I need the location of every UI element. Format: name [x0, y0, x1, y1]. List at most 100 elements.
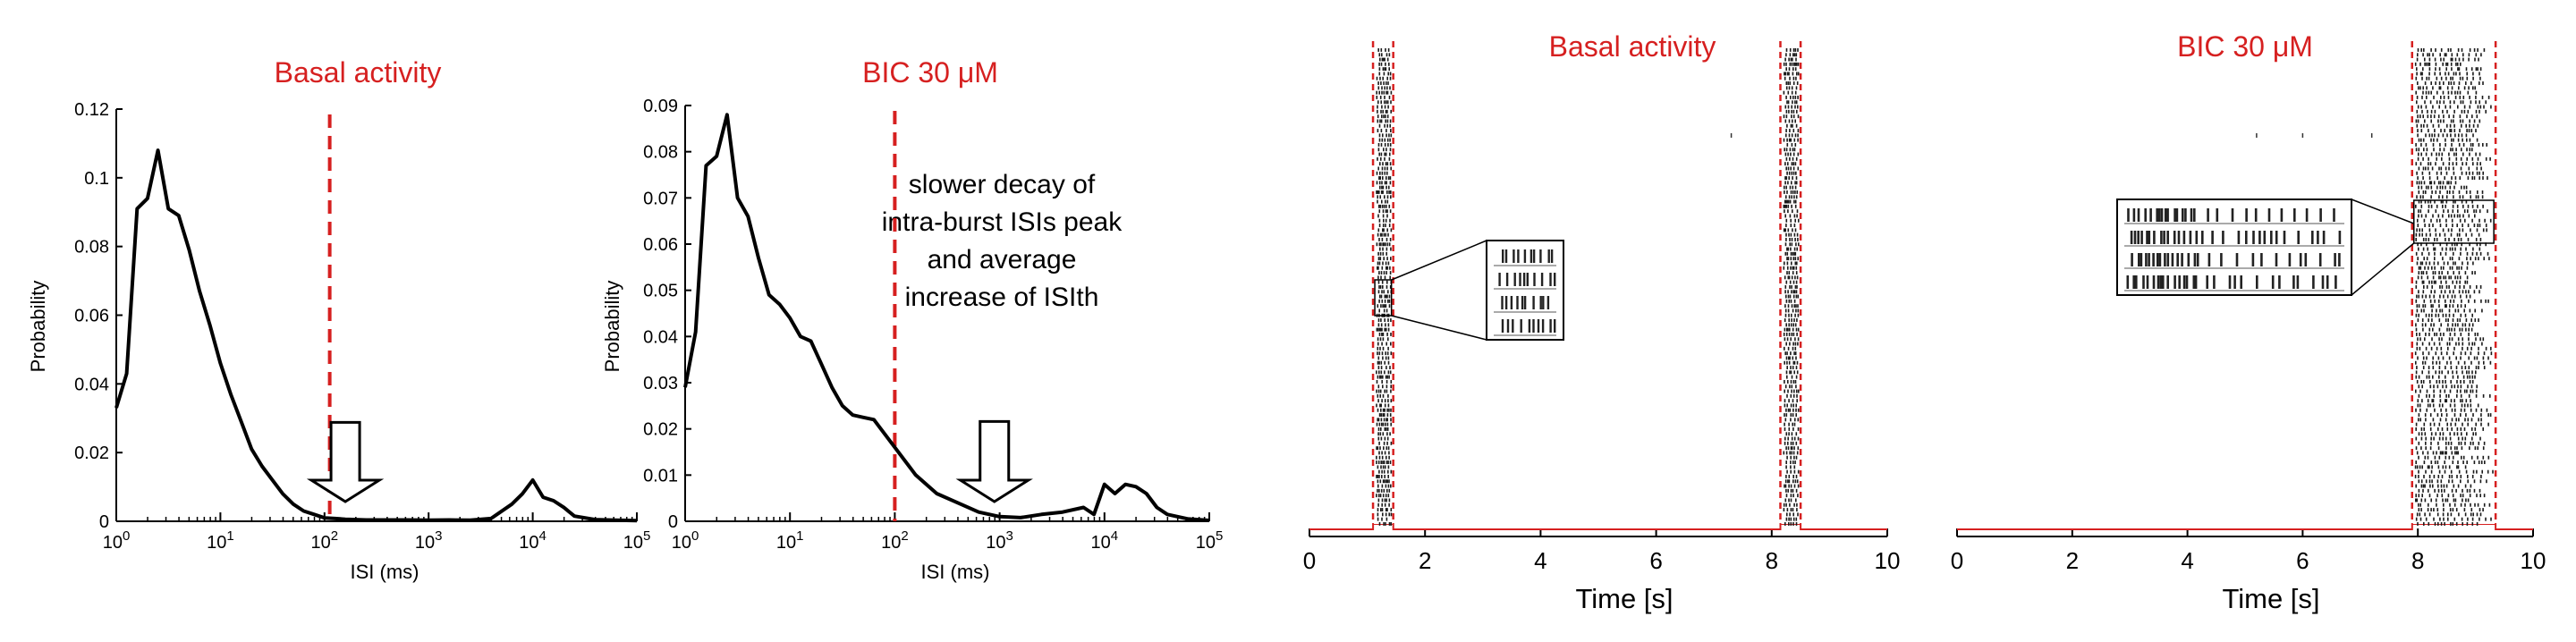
spike-tick — [2468, 327, 2470, 332]
spike-tick — [2465, 162, 2468, 166]
spike-tick — [2487, 413, 2489, 417]
spike-tick — [2433, 517, 2435, 521]
spike-tick — [2463, 403, 2466, 408]
spike-tick — [2453, 123, 2455, 128]
spike-tick — [2457, 238, 2460, 241]
spike-tick — [1389, 143, 1392, 147]
spike-tick — [2489, 393, 2491, 398]
inset-spike-tick — [1510, 296, 1513, 309]
inset-spike-tick — [2258, 231, 2261, 244]
spike-tick — [2446, 360, 2448, 365]
spike-tick — [2462, 494, 2464, 498]
spike-tick — [2438, 152, 2440, 156]
spike-tick — [1784, 242, 1787, 247]
spike-tick — [1794, 380, 1797, 384]
spike-tick — [1787, 209, 1789, 214]
spike-tick — [2447, 90, 2450, 95]
spike-tick — [1792, 176, 1793, 180]
spike-tick — [1787, 152, 1789, 156]
spike-tick — [1385, 251, 1387, 256]
spike-tick — [1390, 166, 1392, 171]
spike-tick — [1789, 280, 1792, 284]
spike-tick — [1792, 152, 1795, 156]
spike-tick — [2430, 460, 2433, 464]
spike-tick — [2445, 242, 2448, 247]
spike-tick — [2465, 294, 2468, 299]
spike-tick — [2438, 403, 2441, 408]
spike-tick — [2456, 446, 2458, 451]
spike-tick — [2422, 488, 2424, 493]
inset-spike-tick — [1519, 273, 1521, 286]
spike-tick — [2462, 224, 2463, 227]
spike-tick — [1385, 418, 1387, 422]
spike-tick — [1788, 323, 1790, 327]
spike-tick — [2459, 214, 2461, 218]
spike-tick — [2435, 280, 2436, 284]
spike-tick — [2462, 228, 2464, 232]
spike-tick — [1378, 522, 1381, 526]
inset-spike-tick — [2235, 253, 2239, 266]
spike-tick — [2464, 218, 2466, 223]
spike-tick — [1382, 261, 1384, 266]
spike-tick — [2433, 96, 2435, 99]
spike-tick — [1783, 138, 1785, 142]
spike-tick — [2424, 266, 2426, 270]
spike-tick — [2469, 323, 2470, 327]
spike-tick — [2436, 204, 2438, 208]
spike-tick — [2475, 109, 2478, 114]
spike-tick — [1377, 337, 1379, 342]
spike-tick — [2433, 247, 2435, 251]
spike-tick — [2455, 488, 2457, 493]
spike-tick — [1792, 323, 1794, 327]
spike-tick — [2466, 346, 2469, 351]
spike-tick — [2416, 304, 2419, 308]
spike-tick — [2473, 209, 2475, 214]
spike-tick — [1378, 138, 1381, 142]
x-tick-label: 8 — [2411, 547, 2424, 574]
zoom-connector — [1391, 240, 1487, 281]
spike-tick — [2437, 427, 2439, 431]
spike-tick — [2462, 375, 2465, 379]
spike-tick — [1790, 522, 1792, 526]
spike-tick — [1378, 475, 1380, 478]
spike-tick — [2450, 512, 2453, 517]
spike-tick — [1377, 327, 1379, 332]
spike-tick — [2465, 327, 2467, 332]
spike-tick — [1790, 257, 1792, 261]
spike-tick — [1377, 257, 1380, 261]
spike-tick — [1390, 508, 1393, 511]
spike-tick — [1377, 81, 1379, 85]
spike-tick — [1386, 408, 1388, 412]
spike-tick — [2432, 399, 2435, 403]
spike-tick — [2450, 133, 2452, 138]
spike-tick — [2465, 413, 2467, 417]
spike-tick — [2445, 451, 2447, 455]
inset-spike-tick — [2142, 275, 2145, 289]
inset-spike-tick — [2173, 231, 2176, 244]
spike-tick — [2468, 86, 2470, 90]
inset-spike-tick — [1546, 296, 1550, 309]
spike-tick — [2429, 299, 2432, 303]
spike-tick — [1389, 176, 1392, 180]
spike-tick — [2483, 105, 2485, 109]
spike-tick — [2490, 517, 2492, 521]
spike-tick — [1786, 375, 1788, 379]
spike-tick — [1379, 432, 1382, 436]
spike-tick — [2467, 422, 2469, 427]
spike-tick — [1386, 375, 1389, 379]
spike-tick — [1385, 427, 1387, 431]
spike-tick — [1385, 148, 1387, 152]
spike-tick — [2483, 494, 2486, 498]
spike-tick — [2453, 517, 2456, 521]
spike-tick — [1383, 308, 1385, 313]
spike-tick — [1787, 81, 1789, 85]
spike-tick — [2455, 72, 2457, 76]
spike-tick — [1380, 403, 1382, 408]
spike-tick — [1385, 494, 1387, 498]
spike-tick — [1377, 346, 1379, 351]
spike-tick — [2425, 90, 2428, 95]
spike-tick — [2486, 408, 2488, 412]
inset-spike-tick — [2240, 275, 2242, 289]
spike-tick — [2447, 370, 2449, 375]
annotation-line: intra-burst ISIs peak — [882, 207, 1123, 237]
